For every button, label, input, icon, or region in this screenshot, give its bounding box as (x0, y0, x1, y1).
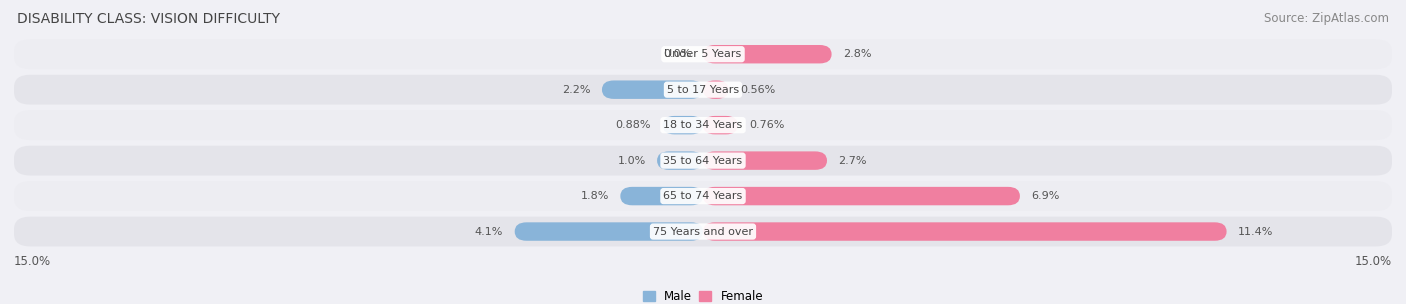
Text: 0.76%: 0.76% (749, 120, 785, 130)
Text: 11.4%: 11.4% (1239, 226, 1274, 237)
Text: 0.0%: 0.0% (664, 49, 692, 59)
FancyBboxPatch shape (515, 222, 703, 241)
Text: 5 to 17 Years: 5 to 17 Years (666, 85, 740, 95)
FancyBboxPatch shape (14, 39, 1392, 69)
FancyBboxPatch shape (14, 181, 1392, 211)
Text: Source: ZipAtlas.com: Source: ZipAtlas.com (1264, 12, 1389, 25)
FancyBboxPatch shape (703, 116, 738, 134)
FancyBboxPatch shape (14, 75, 1392, 105)
FancyBboxPatch shape (703, 151, 827, 170)
Text: 75 Years and over: 75 Years and over (652, 226, 754, 237)
Text: 6.9%: 6.9% (1032, 191, 1060, 201)
FancyBboxPatch shape (662, 116, 703, 134)
Text: 15.0%: 15.0% (14, 254, 51, 268)
Text: 1.0%: 1.0% (617, 156, 645, 166)
Text: 18 to 34 Years: 18 to 34 Years (664, 120, 742, 130)
Text: 35 to 64 Years: 35 to 64 Years (664, 156, 742, 166)
FancyBboxPatch shape (602, 81, 703, 99)
FancyBboxPatch shape (14, 217, 1392, 247)
FancyBboxPatch shape (703, 45, 831, 64)
Text: 2.7%: 2.7% (838, 156, 868, 166)
FancyBboxPatch shape (14, 110, 1392, 140)
FancyBboxPatch shape (14, 146, 1392, 175)
Legend: Male, Female: Male, Female (643, 290, 763, 303)
Text: 4.1%: 4.1% (475, 226, 503, 237)
Text: 65 to 74 Years: 65 to 74 Years (664, 191, 742, 201)
FancyBboxPatch shape (620, 187, 703, 205)
Text: DISABILITY CLASS: VISION DIFFICULTY: DISABILITY CLASS: VISION DIFFICULTY (17, 12, 280, 26)
Text: 0.56%: 0.56% (740, 85, 776, 95)
FancyBboxPatch shape (703, 81, 728, 99)
Text: 2.2%: 2.2% (562, 85, 591, 95)
FancyBboxPatch shape (703, 222, 1226, 241)
Text: 0.88%: 0.88% (616, 120, 651, 130)
Text: 2.8%: 2.8% (844, 49, 872, 59)
Text: Under 5 Years: Under 5 Years (665, 49, 741, 59)
FancyBboxPatch shape (657, 151, 703, 170)
Text: 15.0%: 15.0% (1355, 254, 1392, 268)
Text: 1.8%: 1.8% (581, 191, 609, 201)
FancyBboxPatch shape (703, 187, 1019, 205)
